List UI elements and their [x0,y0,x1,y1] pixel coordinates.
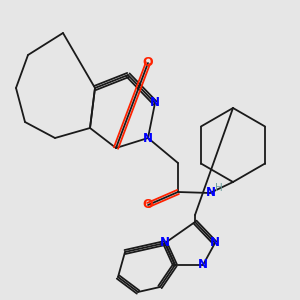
Text: O: O [143,56,153,70]
Text: N: N [198,259,208,272]
Text: O: O [143,199,153,212]
Text: N: N [143,131,153,145]
Text: N: N [160,236,170,250]
Text: N: N [210,236,220,250]
Text: N: N [206,185,216,199]
Text: N: N [150,97,160,110]
Text: H: H [215,183,223,193]
